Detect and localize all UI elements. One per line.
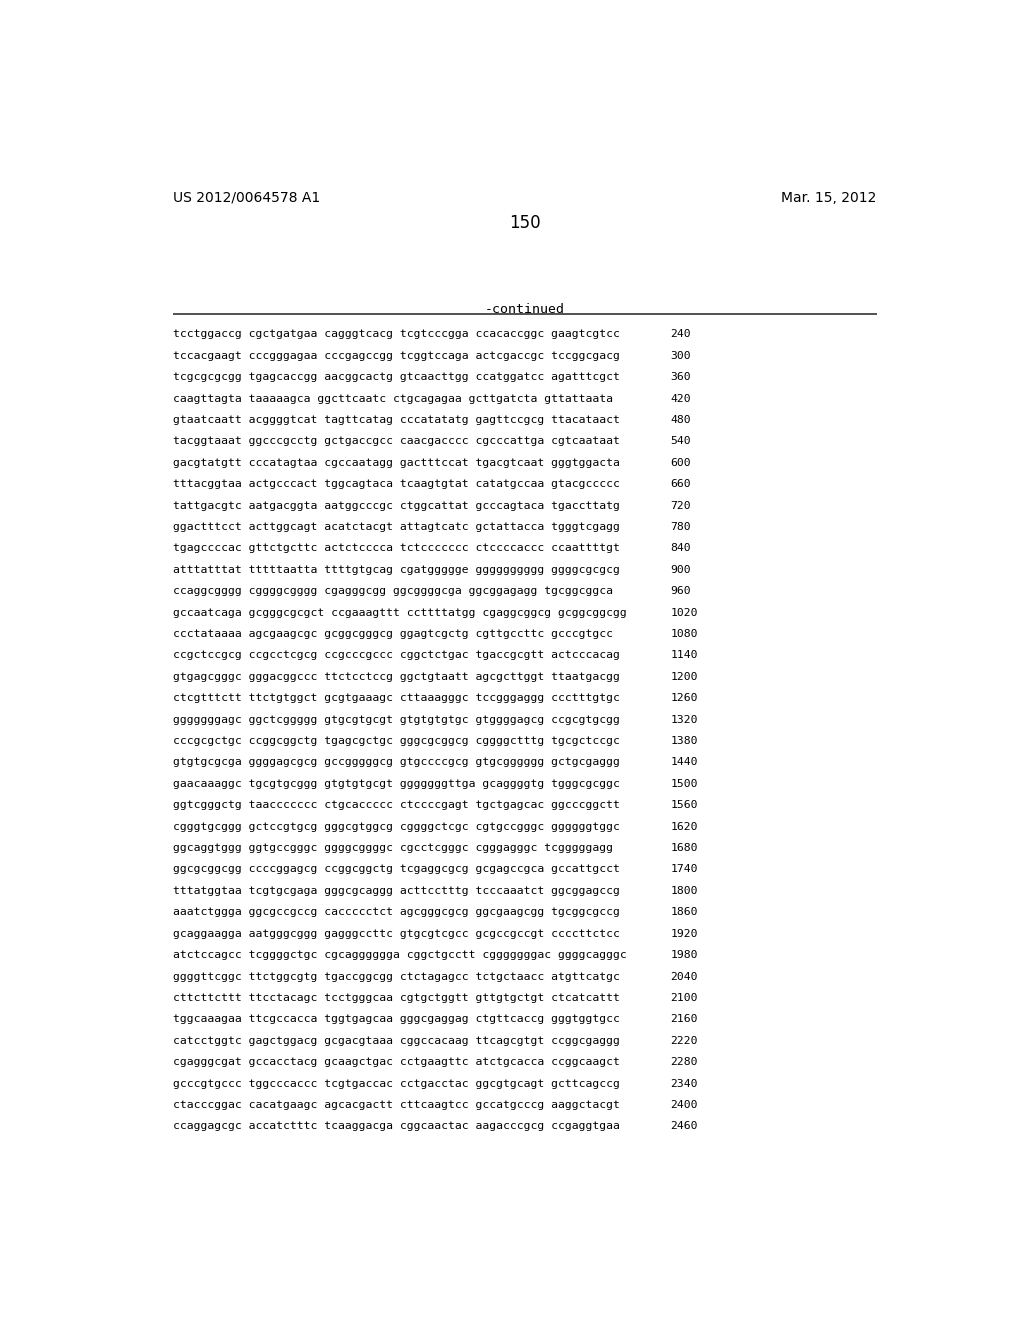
Text: 1140: 1140 <box>671 651 698 660</box>
Text: gtaatcaatt acggggtcat tagttcatag cccatatatg gagttccgcg ttacataact: gtaatcaatt acggggtcat tagttcatag cccatat… <box>173 414 620 425</box>
Text: tcctggaccg cgctgatgaa cagggtcacg tcgtcccgga ccacaccggc gaagtcgtcc: tcctggaccg cgctgatgaa cagggtcacg tcgtccc… <box>173 330 620 339</box>
Text: US 2012/0064578 A1: US 2012/0064578 A1 <box>173 191 321 205</box>
Text: ccaggagcgc accatctttc tcaaggacga cggcaactac aagacccgcg ccgaggtgaa: ccaggagcgc accatctttc tcaaggacga cggcaac… <box>173 1122 620 1131</box>
Text: 600: 600 <box>671 458 691 467</box>
Text: 2460: 2460 <box>671 1122 698 1131</box>
Text: 720: 720 <box>671 500 691 511</box>
Text: ggggttcggc ttctggcgtg tgaccggcgg ctctagagcc tctgctaacc atgttcatgc: ggggttcggc ttctggcgtg tgaccggcgg ctctaga… <box>173 972 620 982</box>
Text: ccgctccgcg ccgcctcgcg ccgcccgccc cggctctgac tgaccgcgtt actcccacag: ccgctccgcg ccgcctcgcg ccgcccgccc cggctct… <box>173 651 620 660</box>
Text: gccaatcaga gcgggcgcgct ccgaaagttt ccttttatgg cgaggcggcg gcggcggcgg: gccaatcaga gcgggcgcgct ccgaaagttt cctttt… <box>173 607 627 618</box>
Text: cttcttcttt ttcctacagc tcctgggcaa cgtgctggtt gttgtgctgt ctcatcattt: cttcttcttt ttcctacagc tcctgggcaa cgtgctg… <box>173 993 620 1003</box>
Text: gtgagcgggc gggacggccc ttctcctccg ggctgtaatt agcgcttggt ttaatgacgg: gtgagcgggc gggacggccc ttctcctccg ggctgta… <box>173 672 620 682</box>
Text: 1260: 1260 <box>671 693 698 704</box>
Text: gtgtgcgcga ggggagcgcg gccgggggcg gtgccccgcg gtgcgggggg gctgcgaggg: gtgtgcgcga ggggagcgcg gccgggggcg gtgcccc… <box>173 758 620 767</box>
Text: 480: 480 <box>671 414 691 425</box>
Text: 1440: 1440 <box>671 758 698 767</box>
Text: gcccgtgccc tggcccaccc tcgtgaccac cctgacctac ggcgtgcagt gcttcagccg: gcccgtgccc tggcccaccc tcgtgaccac cctgacc… <box>173 1078 620 1089</box>
Text: tcgcgcgcgg tgagcaccgg aacggcactg gtcaacttgg ccatggatcc agatttcgct: tcgcgcgcgg tgagcaccgg aacggcactg gtcaact… <box>173 372 620 383</box>
Text: Mar. 15, 2012: Mar. 15, 2012 <box>781 191 877 205</box>
Text: 150: 150 <box>509 214 541 232</box>
Text: atctccagcc tcggggctgc cgcagggggga cggctgcctt cgggggggac ggggcagggc: atctccagcc tcggggctgc cgcagggggga cggctg… <box>173 950 627 960</box>
Text: gaacaaaggc tgcgtgcggg gtgtgtgcgt gggggggttga gcaggggtg tgggcgcggc: gaacaaaggc tgcgtgcggg gtgtgtgcgt ggggggg… <box>173 779 620 789</box>
Text: gcaggaagga aatgggcggg gagggccttc gtgcgtcgcc gcgccgccgt ccccttctcc: gcaggaagga aatgggcggg gagggccttc gtgcgtc… <box>173 929 620 939</box>
Text: aaatctggga ggcgccgccg caccccctct agcgggcgcg ggcgaagcgg tgcggcgccg: aaatctggga ggcgccgccg caccccctct agcgggc… <box>173 907 620 917</box>
Text: tacggtaaat ggcccgcctg gctgaccgcc caacgacccc cgcccattga cgtcaataat: tacggtaaat ggcccgcctg gctgaccgcc caacgac… <box>173 437 620 446</box>
Text: 1500: 1500 <box>671 779 698 789</box>
Text: cgagggcgat gccacctacg gcaagctgac cctgaagttc atctgcacca ccggcaagct: cgagggcgat gccacctacg gcaagctgac cctgaag… <box>173 1057 620 1067</box>
Text: ccctataaaa agcgaagcgc gcggcgggcg ggagtcgctg cgttgccttc gcccgtgcc: ccctataaaa agcgaagcgc gcggcgggcg ggagtcg… <box>173 630 613 639</box>
Text: 240: 240 <box>671 330 691 339</box>
Text: tttacggtaa actgcccact tggcagtaca tcaagtgtat catatgccaa gtacgccccc: tttacggtaa actgcccact tggcagtaca tcaagtg… <box>173 479 620 490</box>
Text: ctcgtttctt ttctgtggct gcgtgaaagc cttaaagggc tccgggaggg ccctttgtgc: ctcgtttctt ttctgtggct gcgtgaaagc cttaaag… <box>173 693 620 704</box>
Text: 2220: 2220 <box>671 1036 698 1045</box>
Text: 660: 660 <box>671 479 691 490</box>
Text: catcctggtc gagctggacg gcgacgtaaa cggccacaag ttcagcgtgt ccggcgaggg: catcctggtc gagctggacg gcgacgtaaa cggccac… <box>173 1036 620 1045</box>
Text: ctacccggac cacatgaagc agcacgactt cttcaagtcc gccatgcccg aaggctacgt: ctacccggac cacatgaagc agcacgactt cttcaag… <box>173 1100 620 1110</box>
Text: tccacgaagt cccgggagaa cccgagccgg tcggtccaga actcgaccgc tccggcgacg: tccacgaagt cccgggagaa cccgagccgg tcggtcc… <box>173 351 620 360</box>
Text: atttatttat tttttaatta ttttgtgcag cgatggggge gggggggggg ggggcgcgcg: atttatttat tttttaatta ttttgtgcag cgatggg… <box>173 565 620 574</box>
Text: 420: 420 <box>671 393 691 404</box>
Text: 1800: 1800 <box>671 886 698 896</box>
Text: 2100: 2100 <box>671 993 698 1003</box>
Text: 1620: 1620 <box>671 821 698 832</box>
Text: 2280: 2280 <box>671 1057 698 1067</box>
Text: 780: 780 <box>671 521 691 532</box>
Text: 1080: 1080 <box>671 630 698 639</box>
Text: tggcaaagaa ttcgccacca tggtgagcaa gggcgaggag ctgttcaccg gggtggtgcc: tggcaaagaa ttcgccacca tggtgagcaa gggcgag… <box>173 1014 620 1024</box>
Text: 1920: 1920 <box>671 929 698 939</box>
Text: 2340: 2340 <box>671 1078 698 1089</box>
Text: tgagccccac gttctgcttc actctcccca tctccccccc ctccccaccc ccaattttgt: tgagccccac gttctgcttc actctcccca tctcccc… <box>173 544 620 553</box>
Text: 1200: 1200 <box>671 672 698 682</box>
Text: 1680: 1680 <box>671 843 698 853</box>
Text: ggcaggtggg ggtgccgggc ggggcggggc cgcctcgggc cgggagggc tcgggggagg: ggcaggtggg ggtgccgggc ggggcggggc cgcctcg… <box>173 843 613 853</box>
Text: ggtcgggctg taaccccccc ctgcaccccc ctccccgagt tgctgagcac ggcccggctt: ggtcgggctg taaccccccc ctgcaccccc ctccccg… <box>173 800 620 810</box>
Text: 300: 300 <box>671 351 691 360</box>
Text: 2160: 2160 <box>671 1014 698 1024</box>
Text: gacgtatgtt cccatagtaa cgccaatagg gactttccat tgacgtcaat gggtggacta: gacgtatgtt cccatagtaa cgccaatagg gactttc… <box>173 458 620 467</box>
Text: tttatggtaa tcgtgcgaga gggcgcaggg acttcctttg tcccaaatct ggcggagccg: tttatggtaa tcgtgcgaga gggcgcaggg acttcct… <box>173 886 620 896</box>
Text: caagttagta taaaaagca ggcttcaatc ctgcagagaa gcttgatcta gttattaata: caagttagta taaaaagca ggcttcaatc ctgcagag… <box>173 393 613 404</box>
Text: 540: 540 <box>671 437 691 446</box>
Text: cccgcgctgc ccggcggctg tgagcgctgc gggcgcggcg cggggctttg tgcgctccgc: cccgcgctgc ccggcggctg tgagcgctgc gggcgcg… <box>173 737 620 746</box>
Text: -continued: -continued <box>484 304 565 317</box>
Text: tattgacgtc aatgacggta aatggcccgc ctggcattat gcccagtaca tgaccttatg: tattgacgtc aatgacggta aatggcccgc ctggcat… <box>173 500 620 511</box>
Text: 2400: 2400 <box>671 1100 698 1110</box>
Text: 1740: 1740 <box>671 865 698 874</box>
Text: 960: 960 <box>671 586 691 597</box>
Text: 1020: 1020 <box>671 607 698 618</box>
Text: 1860: 1860 <box>671 907 698 917</box>
Text: 1560: 1560 <box>671 800 698 810</box>
Text: 840: 840 <box>671 544 691 553</box>
Text: ccaggcgggg cggggcgggg cgagggcgg ggcggggcga ggcggagagg tgcggcggca: ccaggcgggg cggggcgggg cgagggcgg ggcggggc… <box>173 586 613 597</box>
Text: 1980: 1980 <box>671 950 698 960</box>
Text: gggggggagc ggctcggggg gtgcgtgcgt gtgtgtgtgc gtggggagcg ccgcgtgcgg: gggggggagc ggctcggggg gtgcgtgcgt gtgtgtg… <box>173 714 620 725</box>
Text: ggcgcggcgg ccccggagcg ccggcggctg tcgaggcgcg gcgagccgca gccattgcct: ggcgcggcgg ccccggagcg ccggcggctg tcgaggc… <box>173 865 620 874</box>
Text: 900: 900 <box>671 565 691 574</box>
Text: cgggtgcggg gctccgtgcg gggcgtggcg cggggctcgc cgtgccgggc ggggggtggc: cgggtgcggg gctccgtgcg gggcgtggcg cggggct… <box>173 821 620 832</box>
Text: 1320: 1320 <box>671 714 698 725</box>
Text: 1380: 1380 <box>671 737 698 746</box>
Text: ggactttcct acttggcagt acatctacgt attagtcatc gctattacca tgggtcgagg: ggactttcct acttggcagt acatctacgt attagtc… <box>173 521 620 532</box>
Text: 2040: 2040 <box>671 972 698 982</box>
Text: 360: 360 <box>671 372 691 383</box>
